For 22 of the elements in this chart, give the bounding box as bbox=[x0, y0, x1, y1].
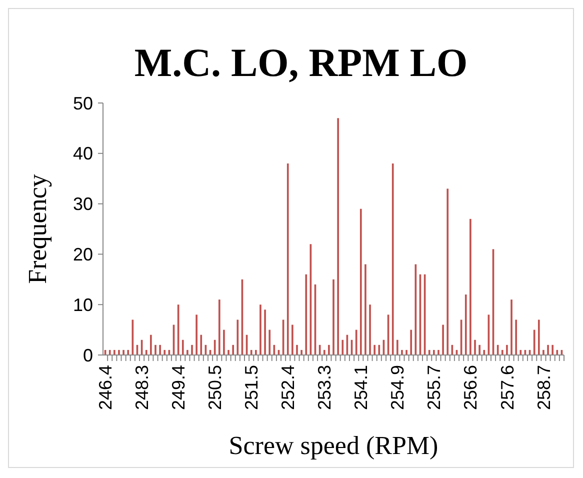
x-tick-label: 254.9 bbox=[388, 365, 408, 410]
x-tick-label: 248.3 bbox=[132, 365, 152, 410]
y-tick-label: 0 bbox=[82, 345, 93, 366]
x-tick-label: 253.3 bbox=[314, 365, 335, 410]
x-tick-label: 249.4 bbox=[168, 365, 189, 410]
x-tick-label: 250.5 bbox=[205, 365, 226, 410]
x-tick-label: 256.6 bbox=[460, 365, 481, 410]
y-tick-label: 10 bbox=[72, 294, 93, 315]
y-tick-label: 50 bbox=[72, 93, 93, 114]
y-axis-title: Frequency bbox=[23, 174, 52, 284]
x-axis-title: Screw speed (RPM) bbox=[228, 431, 438, 460]
y-tick-label: 20 bbox=[72, 244, 93, 264]
x-tick-label: 246.4 bbox=[96, 365, 116, 410]
x-tick-label: 257.6 bbox=[497, 365, 518, 410]
y-tick-label: 30 bbox=[72, 194, 93, 214]
x-tick-label: 251.5 bbox=[242, 365, 262, 410]
y-tick-label: 40 bbox=[72, 144, 93, 164]
chart-title: M.C. LO, RPM LO bbox=[134, 40, 468, 85]
x-tick-label: 258.7 bbox=[534, 365, 554, 410]
x-tick-label: 254.1 bbox=[351, 365, 372, 410]
x-tick-label: 255.7 bbox=[424, 365, 444, 410]
x-tick-label: 252.4 bbox=[278, 365, 298, 410]
